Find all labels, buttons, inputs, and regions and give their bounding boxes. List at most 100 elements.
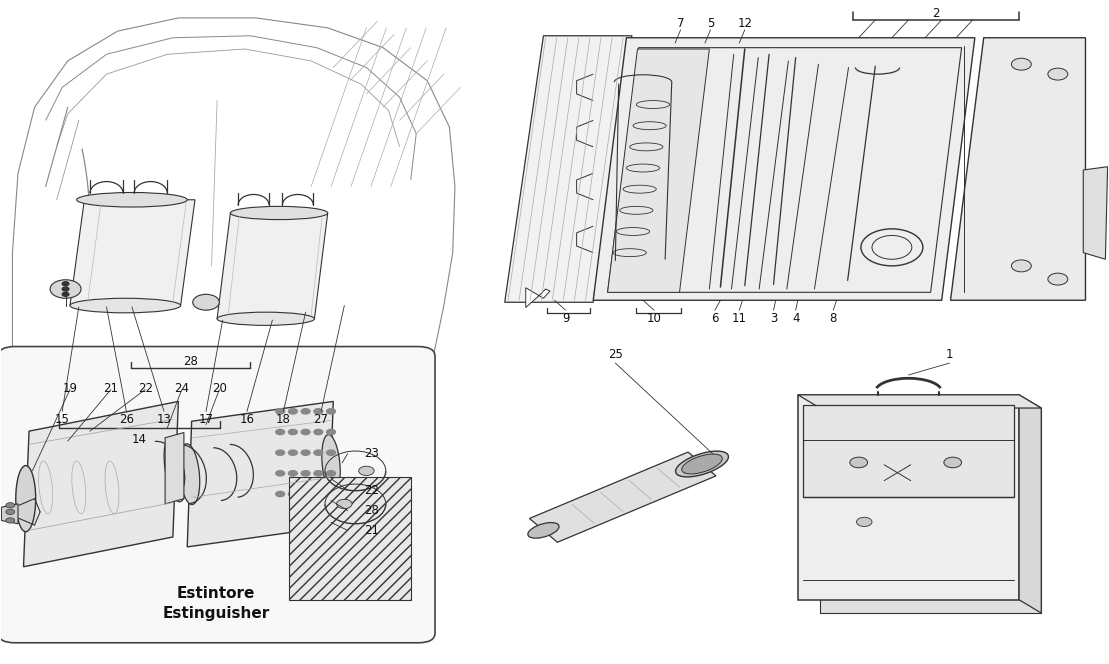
Circle shape [276, 491, 285, 497]
Text: 12: 12 [737, 17, 752, 30]
Circle shape [1011, 260, 1031, 272]
Circle shape [327, 450, 335, 456]
Text: 1: 1 [946, 348, 953, 361]
Text: 18: 18 [276, 413, 291, 426]
Text: 8: 8 [830, 312, 837, 325]
Text: 19: 19 [62, 382, 78, 394]
Text: 7: 7 [676, 17, 684, 30]
Circle shape [6, 518, 14, 523]
Polygon shape [1083, 167, 1108, 259]
Polygon shape [70, 200, 195, 305]
Circle shape [50, 280, 81, 298]
Circle shape [1048, 68, 1068, 80]
Polygon shape [217, 213, 328, 319]
Circle shape [1011, 58, 1031, 70]
Text: 21: 21 [364, 524, 379, 537]
Circle shape [6, 509, 14, 515]
Polygon shape [187, 402, 334, 547]
Circle shape [288, 409, 297, 414]
Circle shape [856, 517, 872, 527]
Circle shape [314, 430, 323, 435]
Ellipse shape [180, 444, 200, 505]
Polygon shape [289, 477, 410, 600]
Polygon shape [1, 504, 18, 524]
Text: 22: 22 [138, 382, 153, 394]
Ellipse shape [231, 207, 328, 220]
Circle shape [314, 491, 323, 497]
Text: 16: 16 [240, 413, 254, 426]
Circle shape [288, 450, 297, 456]
Text: 20: 20 [212, 382, 226, 394]
Text: 10: 10 [647, 312, 661, 325]
Text: Estinguisher: Estinguisher [162, 606, 269, 621]
Ellipse shape [322, 434, 340, 494]
Circle shape [302, 471, 311, 476]
Text: 28: 28 [183, 355, 199, 368]
Polygon shape [529, 452, 716, 542]
Circle shape [358, 466, 374, 475]
Ellipse shape [16, 465, 35, 532]
Text: 26: 26 [119, 413, 134, 426]
Circle shape [314, 450, 323, 456]
Ellipse shape [528, 523, 559, 538]
Text: 9: 9 [562, 312, 569, 325]
Circle shape [276, 409, 285, 414]
Polygon shape [526, 288, 550, 307]
Circle shape [62, 282, 69, 286]
Circle shape [276, 430, 285, 435]
Circle shape [327, 430, 335, 435]
Ellipse shape [77, 193, 187, 207]
Circle shape [193, 294, 220, 310]
Circle shape [314, 409, 323, 414]
Circle shape [302, 491, 311, 497]
Text: 14: 14 [132, 433, 147, 446]
Circle shape [62, 287, 69, 291]
Text: 13: 13 [156, 413, 172, 426]
Bar [803, 405, 1014, 497]
Text: Estintore: Estintore [176, 586, 255, 601]
Circle shape [276, 471, 285, 476]
Text: 24: 24 [174, 382, 190, 394]
FancyBboxPatch shape [0, 347, 435, 643]
Text: 15: 15 [54, 413, 70, 426]
Text: 23: 23 [364, 447, 379, 460]
Text: 28: 28 [364, 504, 379, 517]
Circle shape [62, 292, 69, 296]
Polygon shape [950, 38, 1086, 300]
Text: 27: 27 [314, 413, 328, 426]
Circle shape [336, 499, 352, 509]
Ellipse shape [675, 451, 729, 477]
Circle shape [6, 503, 14, 508]
Circle shape [302, 450, 311, 456]
Text: 5: 5 [706, 17, 714, 30]
Text: 6: 6 [711, 312, 719, 325]
Bar [797, 395, 1019, 600]
Text: 11: 11 [732, 312, 746, 325]
Text: 25: 25 [608, 348, 623, 361]
Polygon shape [797, 395, 1041, 408]
Text: 4: 4 [792, 312, 800, 325]
Polygon shape [165, 432, 184, 504]
Polygon shape [505, 36, 632, 302]
Circle shape [849, 457, 867, 467]
Circle shape [302, 430, 311, 435]
Text: 17: 17 [199, 413, 214, 426]
Circle shape [1048, 273, 1068, 285]
Ellipse shape [70, 298, 181, 313]
Circle shape [288, 491, 297, 497]
Polygon shape [1019, 395, 1041, 613]
Text: 2: 2 [933, 7, 940, 20]
Circle shape [288, 430, 297, 435]
Polygon shape [608, 49, 710, 292]
Circle shape [327, 471, 335, 476]
Circle shape [327, 491, 335, 497]
Text: 3: 3 [770, 312, 777, 325]
Text: 22: 22 [364, 483, 379, 497]
Ellipse shape [682, 454, 722, 474]
Circle shape [314, 471, 323, 476]
Ellipse shape [164, 438, 186, 502]
Circle shape [944, 457, 962, 467]
Polygon shape [593, 38, 975, 300]
Circle shape [327, 409, 335, 414]
Ellipse shape [217, 312, 315, 325]
